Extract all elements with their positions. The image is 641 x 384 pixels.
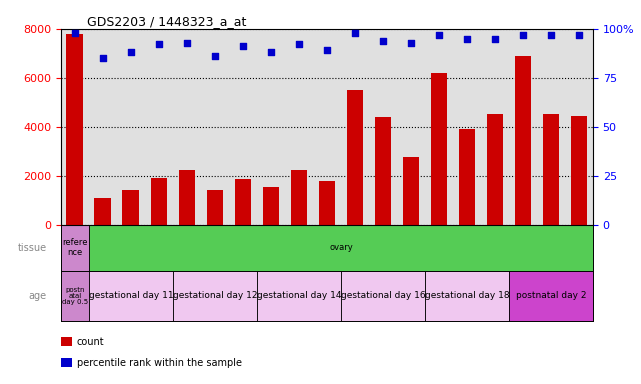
- Text: tissue: tissue: [18, 243, 47, 253]
- Text: gestational day 12: gestational day 12: [172, 291, 257, 300]
- Bar: [542, 114, 560, 225]
- Point: [182, 40, 192, 46]
- Bar: [61, 271, 89, 321]
- Point: [238, 43, 248, 50]
- Point: [378, 38, 388, 44]
- Bar: [151, 178, 167, 225]
- Bar: [89, 271, 173, 321]
- Bar: [570, 116, 587, 225]
- Point: [350, 30, 360, 36]
- Point: [70, 30, 80, 36]
- Bar: [263, 187, 279, 225]
- Text: count: count: [77, 337, 104, 347]
- Bar: [374, 117, 391, 225]
- Bar: [61, 225, 89, 271]
- Text: GDS2203 / 1448323_a_at: GDS2203 / 1448323_a_at: [87, 15, 247, 28]
- Point: [266, 49, 276, 55]
- Bar: [458, 129, 476, 225]
- Bar: [173, 271, 257, 321]
- Point: [518, 31, 528, 38]
- Point: [545, 31, 556, 38]
- Bar: [178, 170, 196, 225]
- Bar: [206, 190, 223, 225]
- Point: [126, 49, 136, 55]
- Bar: [347, 90, 363, 225]
- Bar: [67, 34, 83, 225]
- Bar: [431, 73, 447, 225]
- Bar: [487, 114, 503, 225]
- Bar: [235, 179, 251, 225]
- Point: [462, 36, 472, 42]
- Bar: [257, 271, 341, 321]
- Text: postnatal day 2: postnatal day 2: [515, 291, 586, 300]
- Text: gestational day 11: gestational day 11: [88, 291, 173, 300]
- Point: [294, 41, 304, 48]
- Bar: [290, 170, 307, 225]
- Point: [490, 36, 500, 42]
- Text: gestational day 14: gestational day 14: [256, 291, 341, 300]
- Bar: [122, 190, 139, 225]
- Point: [434, 31, 444, 38]
- Bar: [319, 180, 335, 225]
- Text: refere
nce: refere nce: [62, 238, 88, 257]
- Text: ovary: ovary: [329, 243, 353, 252]
- Bar: [341, 271, 425, 321]
- Bar: [509, 271, 593, 321]
- Point: [210, 53, 220, 59]
- Point: [322, 47, 332, 53]
- Point: [574, 31, 584, 38]
- Text: gestational day 16: gestational day 16: [340, 291, 425, 300]
- Bar: [94, 198, 112, 225]
- Point: [406, 40, 416, 46]
- Text: percentile rank within the sample: percentile rank within the sample: [77, 358, 242, 368]
- Bar: [403, 157, 419, 225]
- Point: [98, 55, 108, 61]
- Point: [154, 41, 164, 48]
- Bar: [425, 271, 509, 321]
- Text: postn
atal
day 0.5: postn atal day 0.5: [62, 287, 88, 305]
- Text: gestational day 18: gestational day 18: [424, 291, 509, 300]
- Text: age: age: [29, 291, 47, 301]
- Bar: [515, 56, 531, 225]
